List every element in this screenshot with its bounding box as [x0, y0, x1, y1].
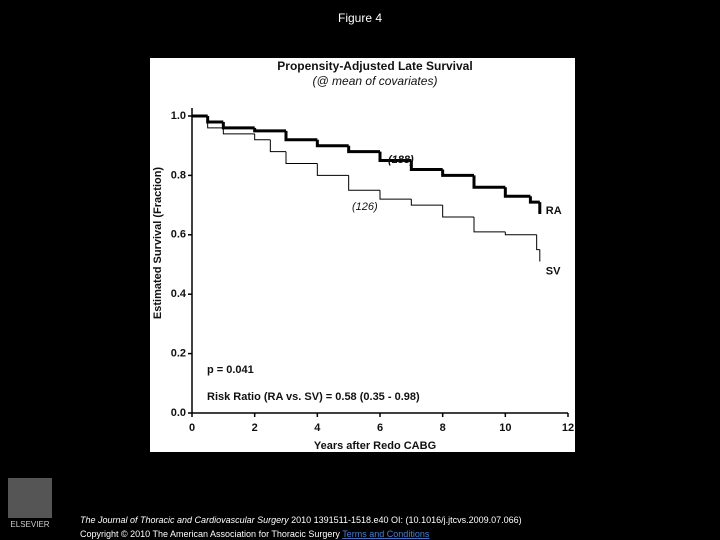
logo-text: ELSEVIER: [10, 520, 49, 529]
series-label: SV: [546, 265, 561, 277]
citation-details: 2010 1391511-1518.e40 OI: (10.1016/j.jtc…: [291, 515, 522, 525]
y-tick-label: 0.2: [171, 348, 186, 360]
survival-step: [528, 196, 540, 204]
survival-step: [409, 160, 443, 171]
survival-step: [378, 151, 412, 163]
survival-step: [441, 169, 474, 177]
survival-step: [254, 133, 271, 141]
journal: The Journal of Thoracic and Cardiovascul…: [80, 515, 289, 525]
survival-step: [347, 145, 380, 154]
annotation: (188): [388, 154, 414, 166]
survival-step: [316, 163, 349, 176]
annotation: Risk Ratio (RA vs. SV) = 0.58 (0.35 - 0.…: [207, 391, 420, 403]
x-tick-label: 10: [499, 422, 511, 434]
survival-step: [253, 127, 286, 133]
y-tick-label: 0.6: [171, 229, 186, 241]
series-label: RA: [546, 205, 562, 217]
survival-step: [269, 139, 286, 153]
survival-step: [410, 199, 443, 206]
y-axis-label: Estimated Survival (Fraction): [152, 167, 164, 320]
survival-step: [284, 130, 318, 142]
citation: The Journal of Thoracic and Cardiovascul…: [80, 515, 522, 525]
survival-step: [536, 234, 540, 251]
slide-title: Figure 4: [338, 11, 382, 25]
survival-step: [207, 116, 224, 129]
annotation: (126): [352, 201, 378, 213]
survival-step: [315, 139, 349, 148]
survival-step: [473, 216, 506, 233]
survival-step: [222, 127, 255, 135]
survival-step: [503, 187, 531, 198]
y-tick-label: 0.0: [171, 407, 186, 419]
x-tick-label: 12: [562, 422, 574, 434]
terms-link[interactable]: Terms and Conditions: [342, 529, 430, 539]
y-tick-label: 1.0: [171, 110, 186, 122]
survival-step: [285, 151, 318, 165]
x-tick-label: 4: [314, 422, 321, 434]
chart-subtitle: (@ mean of covariates): [313, 74, 438, 88]
survival-step: [472, 175, 506, 189]
annotation: p = 0.041: [207, 364, 254, 376]
x-tick-label: 0: [189, 422, 195, 434]
survival-step: [379, 190, 412, 200]
y-tick-label: 0.4: [171, 288, 187, 300]
survival-step: [504, 231, 537, 236]
figure-panel: [150, 58, 575, 452]
survival-step: [442, 205, 474, 218]
x-axis-label: Years after Redo CABG: [314, 440, 436, 452]
y-tick-label: 0.8: [171, 169, 186, 181]
chart-title: Propensity-Adjusted Late Survival: [277, 59, 472, 73]
logo-tree: [8, 478, 52, 518]
x-tick-label: 2: [252, 422, 258, 434]
copyright: Copyright © 2010 The American Associatio…: [80, 529, 340, 539]
survival-step: [348, 175, 380, 191]
copyright-line: Copyright © 2010 The American Associatio…: [80, 529, 430, 539]
x-tick-label: 6: [377, 422, 383, 434]
x-tick-label: 8: [440, 422, 446, 434]
